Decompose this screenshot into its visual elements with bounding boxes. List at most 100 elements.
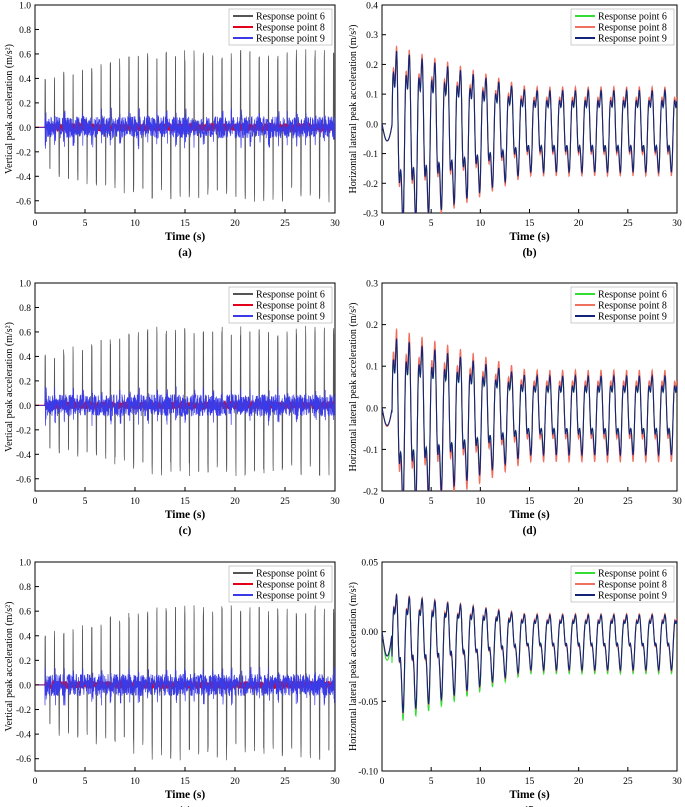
x-tick-label: 30 bbox=[330, 777, 340, 787]
x-tick-label: 30 bbox=[330, 497, 340, 507]
y-tick-label: -0.4 bbox=[16, 173, 31, 183]
legend-label: Response point 6 bbox=[256, 12, 325, 23]
x-tick-label: 30 bbox=[672, 219, 682, 229]
series-lines bbox=[382, 592, 677, 721]
chart-panel-d: 0 5 10 15 20 25 30 -0.2 -0.1 0.0 0.1 0.2 0.3 Time (s)… bbox=[348, 280, 682, 538]
legend-label: Response point 8 bbox=[256, 580, 325, 591]
y-tick-label: 0.0 bbox=[19, 681, 31, 691]
y-tick-label: -0.6 bbox=[16, 197, 31, 207]
y-tick-label: 0.4 bbox=[366, 2, 378, 12]
y-tick-label: 1.0 bbox=[19, 2, 31, 12]
y-tick-label: 0.1 bbox=[366, 91, 378, 101]
y-tick-label: -0.1 bbox=[363, 446, 378, 456]
x-tick-label: 20 bbox=[230, 497, 240, 507]
y-tick-label: 0.4 bbox=[19, 353, 31, 363]
y-tick-label: 0.05 bbox=[361, 559, 378, 569]
x-tick-label: 15 bbox=[180, 219, 190, 229]
chart-panel-e: 0 5 10 15 20 25 30 -0.6 -0.4 -0.2 0.0 0.2 0.4 0.6 0.8 1… bbox=[4, 559, 340, 807]
series-line bbox=[35, 666, 335, 706]
chart-panel-c: 0 5 10 15 20 25 30 -0.6 -0.4 -0.2 0.0 0.2 0.4 0.6 0.8 1… bbox=[4, 280, 340, 538]
y-tick-label: 0.0 bbox=[19, 124, 31, 134]
x-tick-label: 15 bbox=[525, 219, 535, 229]
x-tick-label: 0 bbox=[380, 777, 385, 787]
legend-label: Response point 8 bbox=[598, 23, 667, 34]
x-tick-label: 10 bbox=[476, 497, 486, 507]
x-tick-label: 5 bbox=[83, 777, 88, 787]
y-tick-label: 0.2 bbox=[366, 321, 378, 331]
x-tick-label: 10 bbox=[476, 219, 486, 229]
x-tick-label: 0 bbox=[33, 497, 38, 507]
panel-label: (a) bbox=[178, 247, 192, 259]
series-lines bbox=[35, 49, 335, 203]
x-tick-label: 30 bbox=[672, 497, 682, 507]
legend-label: Response point 8 bbox=[256, 23, 325, 34]
y-tick-label: 0.2 bbox=[19, 99, 31, 109]
legend-label: Response point 6 bbox=[598, 569, 667, 580]
legend-label: Response point 9 bbox=[598, 312, 667, 323]
series-line bbox=[382, 338, 677, 491]
x-tick-label: 15 bbox=[525, 497, 535, 507]
y-tick-label: 0.6 bbox=[19, 328, 31, 338]
y-axis-label: Vertical peak acceleration (m/s²) bbox=[4, 602, 15, 732]
y-axis-label: Horizontal lateral peak acceleration (m/… bbox=[348, 582, 359, 751]
y-tick-label: 0.0 bbox=[366, 404, 378, 414]
x-tick-label: 20 bbox=[574, 497, 584, 507]
x-tick-label: 25 bbox=[280, 219, 290, 229]
panel-label: (c) bbox=[179, 525, 192, 537]
x-tick-label: 20 bbox=[230, 219, 240, 229]
panel-label: (f) bbox=[524, 805, 536, 807]
x-tick-label: 0 bbox=[380, 497, 385, 507]
series-line bbox=[382, 592, 677, 713]
x-tick-label: 5 bbox=[83, 219, 88, 229]
series-line bbox=[382, 45, 677, 213]
y-tick-label: 0.6 bbox=[19, 608, 31, 618]
y-tick-label: 0.2 bbox=[19, 657, 31, 667]
y-tick-label: 0.8 bbox=[19, 583, 31, 593]
y-tick-label: -0.2 bbox=[16, 426, 31, 436]
y-tick-label: 0.0 bbox=[19, 402, 31, 412]
x-tick-label: 25 bbox=[623, 497, 633, 507]
y-tick-label: 0.8 bbox=[19, 26, 31, 36]
y-tick-label: 0.1 bbox=[366, 363, 378, 373]
y-tick-label: -0.05 bbox=[358, 698, 378, 708]
series-line bbox=[35, 107, 335, 150]
x-tick-label: 20 bbox=[230, 777, 240, 787]
x-tick-label: 5 bbox=[83, 497, 88, 507]
y-axis-label: Vertical peak acceleration (m/s²) bbox=[4, 44, 15, 174]
x-tick-label: 15 bbox=[180, 497, 190, 507]
y-tick-label: -0.2 bbox=[363, 180, 378, 190]
legend-label: Response point 8 bbox=[598, 580, 667, 591]
legend-label: Response point 6 bbox=[256, 569, 325, 580]
series-lines bbox=[35, 605, 335, 761]
x-axis-label: Time (s) bbox=[509, 231, 550, 243]
y-tick-label: -0.6 bbox=[16, 755, 31, 765]
x-axis-label: Time (s) bbox=[509, 509, 550, 521]
x-axis-label: Time (s) bbox=[165, 509, 206, 521]
y-tick-label: -0.10 bbox=[358, 768, 378, 778]
legend-label: Response point 6 bbox=[256, 290, 325, 301]
y-tick-label: -0.1 bbox=[363, 150, 378, 160]
y-tick-label: 1.0 bbox=[19, 280, 31, 290]
series-lines bbox=[382, 45, 677, 213]
y-tick-label: 0.2 bbox=[366, 61, 378, 71]
x-tick-label: 10 bbox=[130, 219, 140, 229]
chart-panel-a: 0 5 10 15 20 25 30 -0.6 -0.4 -0.2 0.0 0.2 0.4 0.6 0.8 1… bbox=[4, 2, 340, 260]
x-tick-label: 5 bbox=[429, 497, 434, 507]
legend-label: Response point 6 bbox=[598, 290, 667, 301]
series-line bbox=[382, 48, 677, 213]
x-tick-label: 0 bbox=[33, 777, 38, 787]
legend-label: Response point 6 bbox=[598, 12, 667, 23]
x-tick-label: 20 bbox=[574, 777, 584, 787]
x-axis-label: Time (s) bbox=[509, 789, 550, 801]
y-tick-label: 0.3 bbox=[366, 280, 378, 290]
chart-panel-b: 0 5 10 15 20 25 30 -0.3 -0.2 -0.1 0.0 0.1 0.2 0.3 0.4 T… bbox=[348, 2, 682, 260]
y-tick-label: 0.2 bbox=[19, 377, 31, 387]
y-tick-label: 0.4 bbox=[19, 75, 31, 85]
y-tick-label: -0.3 bbox=[363, 210, 378, 220]
series-line bbox=[35, 386, 335, 426]
x-tick-label: 25 bbox=[280, 777, 290, 787]
x-tick-label: 5 bbox=[429, 219, 434, 229]
x-tick-label: 10 bbox=[476, 777, 486, 787]
x-tick-label: 25 bbox=[280, 497, 290, 507]
